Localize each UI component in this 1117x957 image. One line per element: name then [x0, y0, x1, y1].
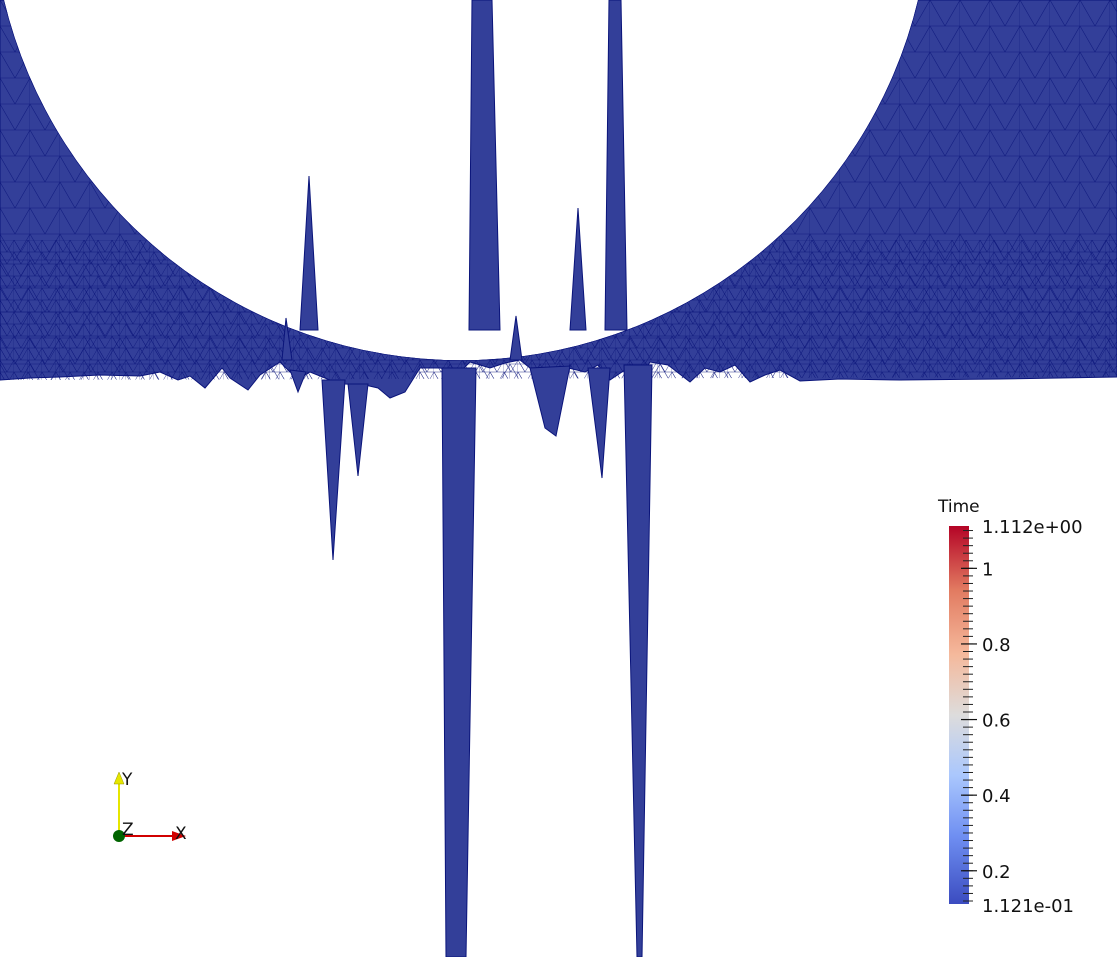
scalar-bar-minor-ticks	[963, 530, 973, 902]
spike-down-6	[587, 367, 611, 479]
spike-up-4	[604, 0, 628, 331]
y-axis-arrow	[113, 771, 125, 785]
z-axis-dot	[113, 830, 125, 842]
scalar-bar-tick-label: 0.6	[982, 711, 1011, 732]
x-axis-label: X	[175, 824, 187, 844]
spike-down-1	[321, 379, 346, 561]
spike-up-5	[509, 315, 523, 361]
mesh-surface	[0, 0, 1117, 399]
scalar-bar-tick-label: 0.8	[982, 635, 1011, 656]
scalar-bar-major-ticks: 1 0.8 0.6 0.4 0.2	[961, 559, 1011, 883]
spike-up-1	[299, 175, 319, 331]
spike-down-3	[289, 369, 307, 394]
scalar-bar-title: Time	[937, 497, 980, 517]
spike-up-3	[569, 207, 587, 331]
mesh-spikes	[281, 0, 653, 957]
scalar-bar-tick-label: 1	[982, 559, 993, 580]
scalar-bar-max-label: 1.112e+00	[982, 517, 1083, 538]
scalar-bar-tick-label: 0.2	[982, 862, 1011, 883]
orientation-axes: Y Z X	[113, 770, 187, 844]
scalar-bar: Time 1 0.8 0.6 0.4 0.2 1.112e+00 1.121e-01	[937, 497, 1083, 917]
spike-down-4	[441, 367, 477, 957]
scalar-bar-gradient	[949, 526, 969, 904]
x-axis-arrow	[172, 831, 186, 841]
spike-down-2	[347, 383, 369, 477]
scalar-bar-min-label: 1.121e-01	[982, 896, 1074, 917]
spike-up-6	[281, 317, 293, 361]
y-axis-label: Y	[121, 770, 133, 790]
spike-down-7	[623, 364, 653, 957]
scalar-bar-tick-label: 0.4	[982, 786, 1011, 807]
spike-up-2	[468, 0, 501, 331]
z-axis-label: Z	[122, 820, 134, 840]
spike-down-5	[529, 365, 571, 437]
